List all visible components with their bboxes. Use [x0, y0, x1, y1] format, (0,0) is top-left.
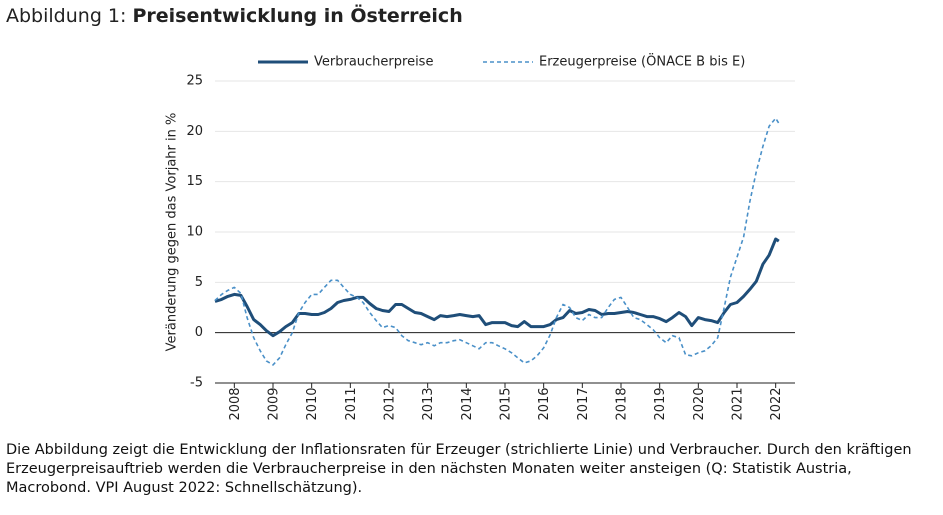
y-tick-label: -5 [190, 376, 203, 391]
x-tick-label: 2013 [421, 387, 436, 420]
x-tick-label: 2020 [692, 387, 707, 420]
x-tick-label: 2009 [267, 387, 282, 420]
y-tick-label: 10 [186, 225, 203, 240]
x-tick-label: 2011 [344, 387, 359, 420]
x-tick-label: 2019 [653, 387, 668, 420]
x-tick-label: 2022 [769, 387, 784, 420]
chart: Abbildung 1: Preisentwicklung in Österre… [6, 3, 795, 421]
legend-label: Verbraucherpreise [314, 55, 433, 70]
x-tick-label: 2012 [383, 387, 398, 420]
y-tick-label: 0 [195, 325, 203, 340]
x-tick-label: 2015 [499, 387, 514, 420]
chart-title: Abbildung 1: Preisentwicklung in Österre… [6, 3, 463, 27]
x-tick-label: 2016 [537, 387, 552, 420]
y-tick-label: 5 [195, 275, 203, 290]
x-tick-label: 2008 [228, 387, 243, 420]
caption: Die Abbildung zeigt die Entwicklung der … [6, 442, 912, 496]
series-line [214, 117, 780, 366]
x-tick-label: 2021 [731, 387, 746, 420]
title-prefix: Abbildung 1: [6, 5, 126, 27]
x-tick-label: 2014 [460, 387, 475, 420]
y-axis-label: Veränderung gegen das Vorjahr in % [165, 113, 180, 352]
legend-label: Erzeugerpreise (ÖNACE B bis E) [539, 53, 745, 70]
y-tick-label: 25 [186, 74, 203, 89]
y-tick-label: 20 [186, 124, 203, 139]
title-emphasis: Preisentwicklung in Österreich [132, 3, 462, 27]
x-tick-label: 2018 [615, 387, 630, 420]
series-line [214, 237, 780, 338]
x-tick-label: 2017 [576, 387, 591, 420]
x-tick-label: 2010 [305, 387, 320, 420]
y-tick-label: 15 [186, 174, 203, 189]
